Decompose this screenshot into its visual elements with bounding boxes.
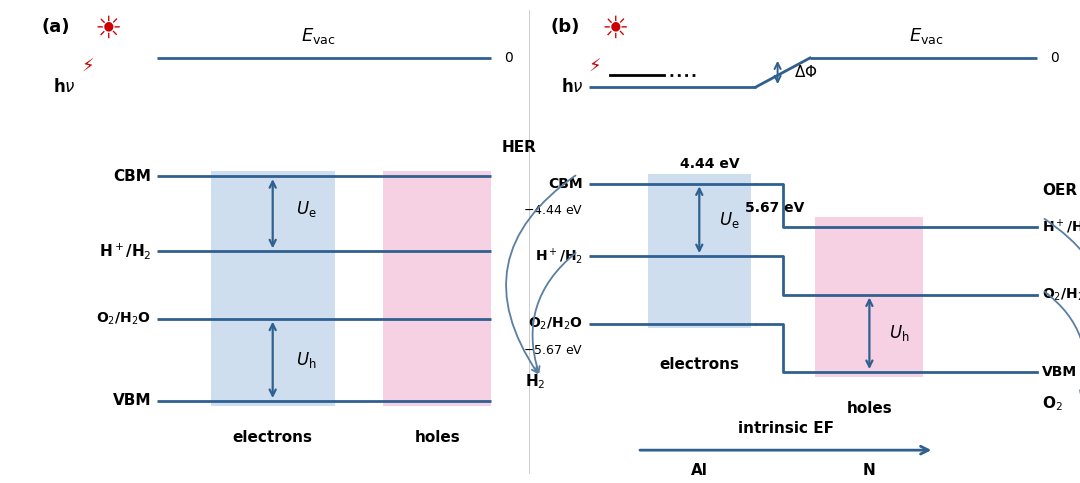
Text: electrons: electrons [659, 357, 740, 372]
Text: $U_\mathrm{h}$: $U_\mathrm{h}$ [889, 323, 909, 343]
Text: CBM: CBM [113, 169, 151, 184]
Text: H$^+$/H$_2$: H$^+$/H$_2$ [535, 246, 583, 266]
Text: $-$4.44 eV: $-$4.44 eV [523, 204, 583, 216]
Text: $\Delta\Phi$: $\Delta\Phi$ [794, 64, 818, 81]
Bar [648, 174, 751, 328]
Text: intrinsic EF: intrinsic EF [738, 421, 834, 436]
Text: $U_\mathrm{e}$: $U_\mathrm{e}$ [719, 210, 740, 230]
Text: 0: 0 [504, 51, 513, 65]
Text: holes: holes [415, 429, 460, 445]
Text: O$_2$/H$_2$O: O$_2$/H$_2$O [1042, 286, 1080, 303]
Text: holes: holes [847, 400, 892, 416]
Text: N: N [863, 463, 876, 478]
Text: ⚡: ⚡ [81, 57, 94, 76]
Text: (b): (b) [551, 17, 580, 36]
Text: ⚡: ⚡ [589, 57, 602, 76]
Text: h$\nu$: h$\nu$ [53, 78, 77, 96]
Bar [383, 171, 491, 406]
Text: 4.44 eV: 4.44 eV [680, 157, 740, 171]
Text: H$^+$/H$_2$: H$^+$/H$_2$ [1042, 217, 1080, 237]
Text: ☀: ☀ [94, 14, 122, 43]
Text: 5.67 eV: 5.67 eV [745, 201, 805, 214]
Bar [211, 171, 335, 406]
Text: ☀: ☀ [602, 14, 630, 43]
Text: O$_2$/H$_2$O: O$_2$/H$_2$O [96, 311, 151, 327]
Text: VBM: VBM [1042, 365, 1078, 379]
Text: 0: 0 [1050, 51, 1058, 65]
Text: H$_2$: H$_2$ [525, 372, 545, 391]
Text: Al: Al [691, 463, 707, 478]
Text: CBM: CBM [549, 177, 583, 190]
Text: $E_\mathrm{vac}$: $E_\mathrm{vac}$ [908, 26, 944, 46]
Text: OER: OER [1042, 183, 1078, 199]
Text: O$_2$/H$_2$O: O$_2$/H$_2$O [528, 315, 583, 332]
Text: HER: HER [502, 140, 537, 155]
Text: h$\nu$: h$\nu$ [561, 78, 584, 96]
Text: electrons: electrons [232, 429, 313, 445]
Text: $U_\mathrm{h}$: $U_\mathrm{h}$ [296, 350, 318, 370]
Text: $U_\mathrm{e}$: $U_\mathrm{e}$ [296, 199, 318, 219]
Text: VBM: VBM [112, 393, 151, 409]
Text: $-$5.67 eV: $-$5.67 eV [523, 344, 583, 356]
Text: (a): (a) [41, 17, 69, 36]
Bar [815, 217, 923, 377]
Text: H$^+$/H$_2$: H$^+$/H$_2$ [98, 241, 151, 261]
Text: O$_2$: O$_2$ [1042, 394, 1063, 412]
Text: $E_\mathrm{vac}$: $E_\mathrm{vac}$ [301, 26, 336, 46]
